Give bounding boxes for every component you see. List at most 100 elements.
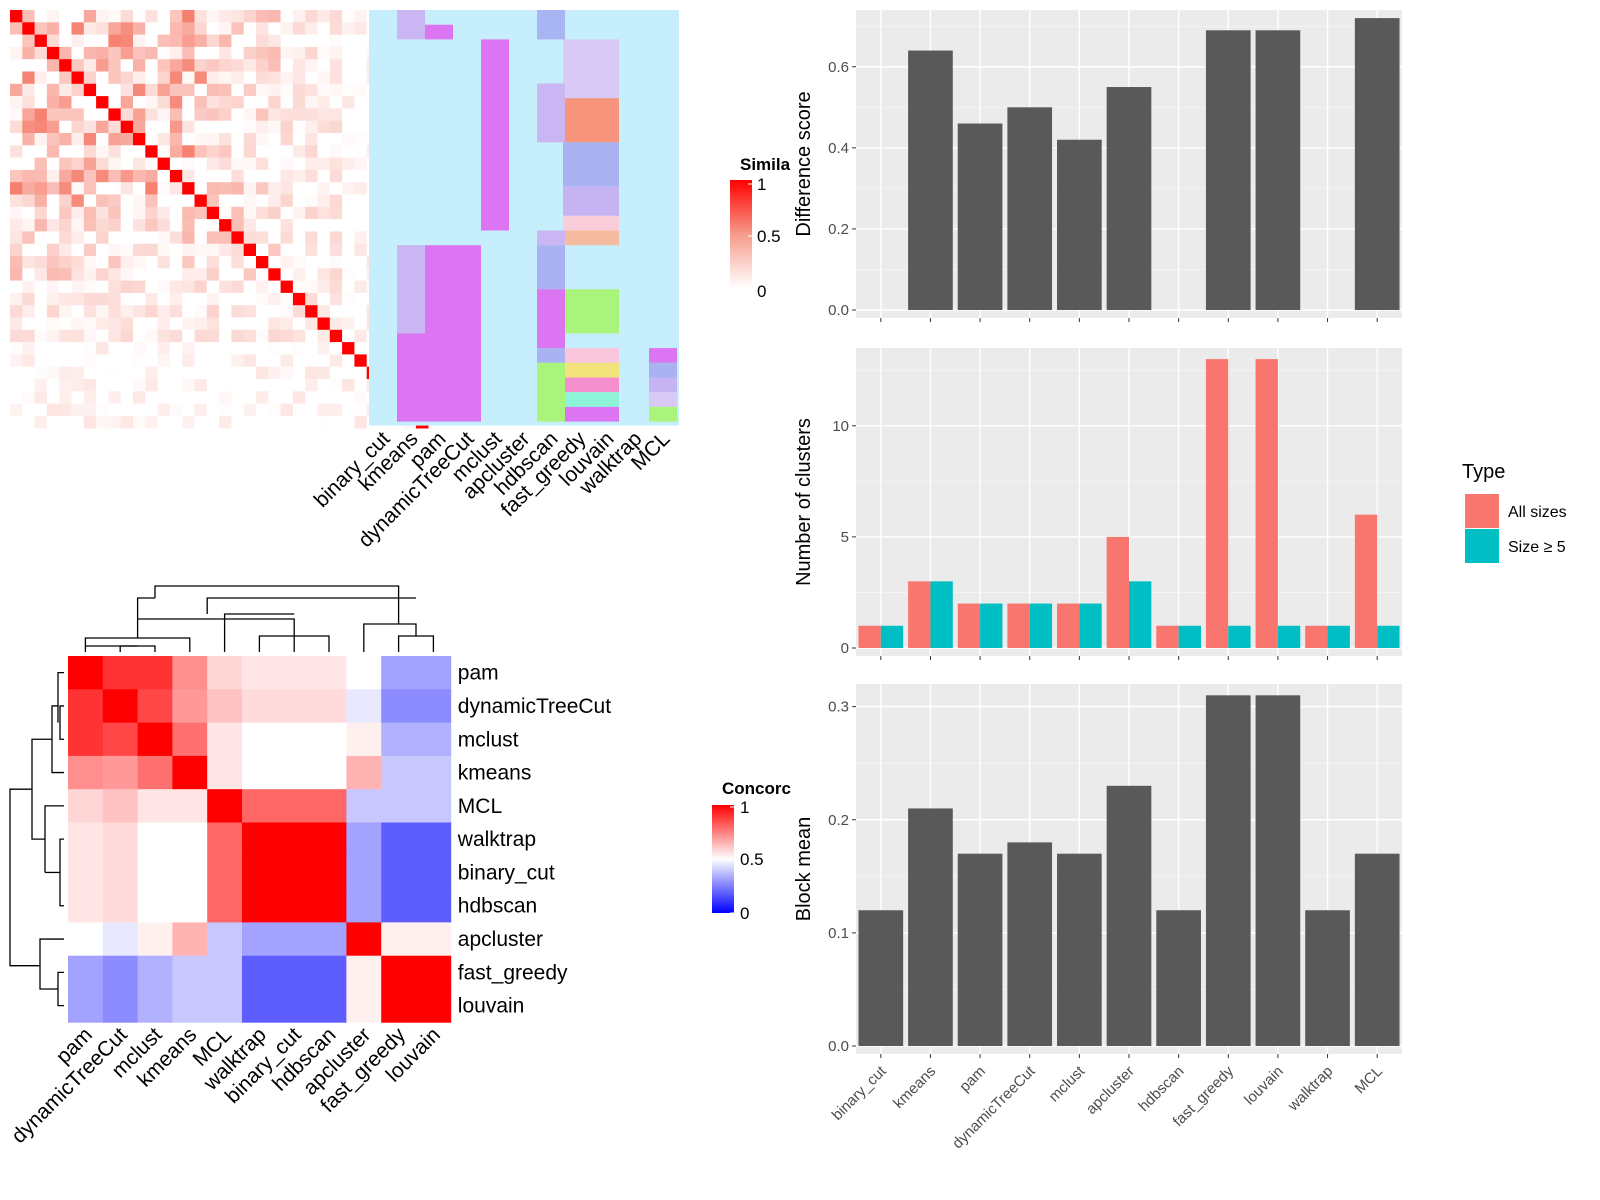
similarity-cell — [133, 243, 146, 257]
similarity-cell — [256, 366, 269, 380]
similarity-cell — [231, 83, 244, 97]
similarity-cell — [120, 329, 134, 343]
similarity-cell — [243, 133, 257, 146]
similarity-cell — [133, 157, 146, 171]
left-dendro-branch — [44, 805, 64, 873]
similarity-cell — [22, 280, 35, 294]
similarity-cell — [219, 169, 232, 183]
similarity-cell — [292, 292, 306, 306]
similarity-cell — [22, 292, 35, 306]
similarity-cell — [256, 22, 269, 35]
concordance-cell — [207, 789, 243, 823]
concordance-cell — [311, 855, 347, 890]
similarity-cell — [182, 157, 195, 171]
similarity-cell — [133, 22, 146, 35]
similarity-cell — [292, 145, 306, 158]
similarity-cell — [133, 96, 146, 109]
similarity-cell — [243, 268, 257, 281]
concordance-cell — [416, 789, 452, 823]
similarity-cell — [145, 231, 158, 244]
similarity-cell — [182, 133, 195, 146]
similarity-cell — [157, 366, 171, 380]
similarity-cell — [34, 71, 48, 85]
similarity-cell — [22, 403, 35, 417]
similarity-cell — [59, 268, 72, 281]
concordance-heatmap-panel: pam dynamicTreeCut mclust kmeans MCL walktrap… — [7, 585, 611, 1148]
similarity-cell — [145, 415, 158, 429]
type-legend: Type All sizes Size ≥ 5 — [1462, 461, 1567, 563]
similarity-cell — [157, 59, 171, 72]
similarity-cell — [83, 379, 97, 392]
similarity-cell — [133, 329, 146, 343]
similarity-cell — [354, 403, 367, 417]
similarity-cell — [305, 292, 318, 306]
top-dendro-branch — [136, 597, 155, 619]
similarity-cell — [342, 231, 355, 244]
similarity-cell — [268, 145, 281, 158]
similarity-cell — [182, 120, 195, 134]
similarity-cell — [34, 219, 48, 232]
concordance-cell — [242, 656, 278, 690]
similarity-cell — [169, 96, 183, 109]
similarity-cell — [46, 268, 60, 281]
similarity-cell — [268, 280, 281, 294]
similarity-cell — [157, 268, 171, 281]
similarity-cell — [354, 120, 367, 134]
similarity-cell — [231, 10, 244, 23]
similarity-cell — [329, 22, 343, 35]
y-axis-label: Number of clusters — [793, 418, 815, 586]
similarity-cell — [22, 268, 35, 281]
similarity-cell — [182, 243, 195, 257]
similarity-cell — [34, 145, 48, 158]
similarity-cell — [219, 96, 232, 109]
similarity-cell — [342, 268, 355, 281]
similarity-cell — [108, 231, 121, 244]
similarity-cell — [157, 145, 171, 158]
similarity-cell — [329, 280, 343, 294]
similarity-cell — [329, 46, 343, 60]
similarity-cell — [243, 280, 257, 294]
annotation-segment-mcl — [649, 362, 677, 378]
similarity-cell — [280, 231, 294, 244]
similarity-cell — [83, 391, 97, 404]
concordance-cell — [276, 789, 312, 823]
concordance-cell — [68, 822, 104, 857]
similarity-cell — [182, 292, 195, 306]
concordance-cell — [381, 789, 417, 823]
similarity-cell — [145, 379, 158, 392]
similarity-cell — [292, 169, 306, 183]
similarity-cell — [133, 169, 146, 183]
similarity-cell — [10, 243, 23, 257]
similarity-cell — [206, 354, 220, 367]
similarity-cell — [354, 305, 367, 318]
similarity-cell — [145, 292, 158, 306]
similarity-cell — [34, 206, 48, 220]
row-label-louvain: louvain — [458, 995, 525, 1018]
annotation-segment-pam — [425, 245, 453, 422]
similarity-cell — [329, 354, 343, 367]
similarity-cell — [317, 34, 331, 48]
similarity-cell — [317, 71, 331, 85]
annotation-segment-hdbscan — [537, 230, 565, 246]
similarity-cell — [34, 83, 48, 97]
similarity-cell — [46, 194, 60, 208]
similarity-cell — [83, 34, 97, 48]
similarity-cell — [354, 329, 367, 343]
concordance-cell — [346, 989, 382, 1023]
similarity-cell — [305, 133, 318, 146]
similarity-cell — [231, 329, 244, 343]
similarity-cell — [342, 391, 355, 404]
similarity-cell — [145, 342, 158, 355]
similarity-cell — [305, 403, 318, 417]
similarity-cell — [10, 206, 23, 220]
similarity-cell — [83, 280, 97, 294]
concordance-cell — [242, 955, 278, 990]
similarity-cell — [157, 71, 171, 85]
similarity-cell — [22, 329, 35, 343]
similarity-cell — [120, 157, 134, 171]
similarity-cell — [59, 83, 72, 97]
similarity-cell — [96, 366, 109, 380]
similarity-cell — [268, 157, 281, 171]
similarity-cell — [280, 268, 294, 281]
similarity-cell — [157, 182, 171, 195]
